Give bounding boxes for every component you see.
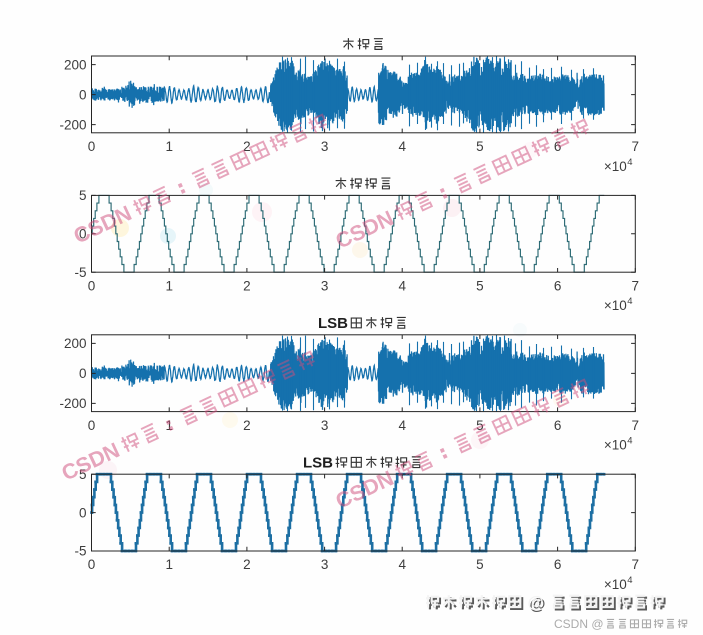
svg-text:6: 6 [554,278,562,293]
svg-text:3: 3 [321,557,329,572]
svg-text:4: 4 [398,278,406,293]
svg-text:6: 6 [554,418,562,433]
svg-text:3: 3 [321,278,329,293]
svg-text:4: 4 [627,575,632,586]
svg-text:1: 1 [165,418,173,433]
svg-text:-5: -5 [74,544,86,559]
svg-text:3: 3 [321,139,329,154]
svg-text:-200: -200 [59,117,86,132]
svg-text:6: 6 [554,139,562,154]
svg-text:2: 2 [243,139,251,154]
svg-text:0: 0 [79,227,87,242]
svg-text:-5: -5 [74,265,86,280]
svg-text:2: 2 [243,557,251,572]
svg-text:@: @ [529,595,545,613]
svg-text:×10: ×10 [604,298,627,313]
svg-text:0: 0 [79,505,87,520]
svg-text:4: 4 [398,139,406,154]
svg-text:4: 4 [398,418,406,433]
svg-text:×10: ×10 [604,438,627,453]
svg-text:7: 7 [632,557,640,572]
svg-text:2: 2 [243,278,251,293]
svg-text:5: 5 [476,139,484,154]
svg-text:4: 4 [627,157,632,168]
svg-text:4: 4 [627,436,632,447]
svg-text:3: 3 [321,418,329,433]
svg-text:6: 6 [554,557,562,572]
svg-text:2: 2 [243,418,251,433]
svg-text:5: 5 [79,188,87,203]
svg-text:5: 5 [79,467,87,482]
svg-text:0: 0 [79,366,87,381]
svg-text:@: @ [528,594,544,612]
svg-text:LSB: LSB [303,455,333,472]
svg-text:-200: -200 [59,396,86,411]
svg-text:LSB: LSB [318,315,348,332]
svg-text:0: 0 [88,139,96,154]
svg-text:0: 0 [79,87,87,102]
svg-text:5: 5 [476,418,484,433]
svg-text:0: 0 [88,557,96,572]
svg-text:CSDN @: CSDN @ [554,617,604,631]
svg-text:0: 0 [88,278,96,293]
svg-text:4: 4 [398,557,406,572]
svg-text:7: 7 [632,278,640,293]
svg-text:1: 1 [165,278,173,293]
svg-text:4: 4 [627,296,632,307]
svg-text:1: 1 [165,139,173,154]
svg-text:5: 5 [476,278,484,293]
svg-text:5: 5 [476,557,484,572]
svg-text:7: 7 [632,418,640,433]
svg-text:200: 200 [64,57,87,72]
svg-text:1: 1 [165,557,173,572]
svg-text:0: 0 [88,418,96,433]
svg-text:×10: ×10 [604,159,627,174]
svg-text:200: 200 [64,336,87,351]
svg-text:7: 7 [632,139,640,154]
svg-text:×10: ×10 [604,577,627,592]
